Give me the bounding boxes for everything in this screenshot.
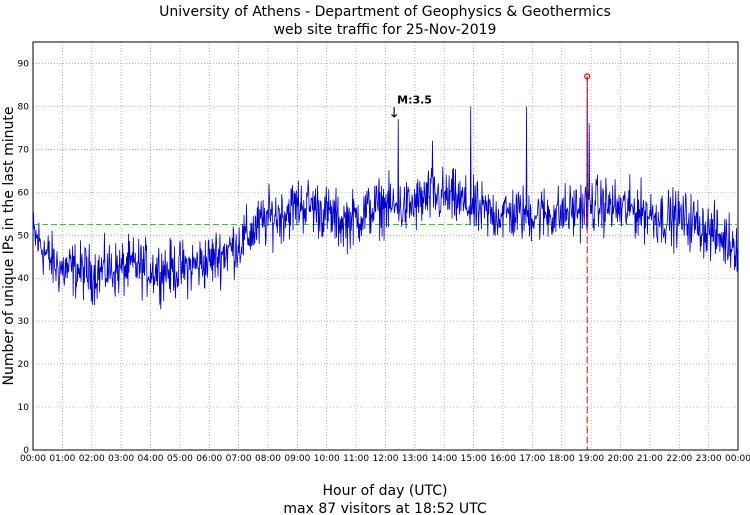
x-tick-label: 17:00 <box>519 454 545 464</box>
x-tick-label: 14:00 <box>431 454 457 464</box>
chart-title: University of Athens - Department of Geo… <box>159 4 611 20</box>
x-tick-label: 02:00 <box>79 454 105 464</box>
x-tick-label: 23:00 <box>696 454 722 464</box>
y-axis-label: Number of unique IPs in the last minute <box>1 107 17 386</box>
x-tick-label: 01:00 <box>49 454 75 464</box>
x-tick-label: 18:00 <box>549 454 575 464</box>
x-tick-label: 08:00 <box>255 454 281 464</box>
y-tick-labels: 0 10 20 30 40 50 60 70 80 90 <box>18 59 30 456</box>
y-tick-label: 20 <box>18 360 30 370</box>
x-tick-label: 00:00 <box>725 454 750 464</box>
x-tick-labels: 00:00 01:00 02:00 03:00 04:00 05:00 06:00 07:00… <box>20 454 750 464</box>
x-tick-label: 19:00 <box>578 454 604 464</box>
x-tick-label: 13:00 <box>402 454 428 464</box>
plot-frame <box>32 41 739 451</box>
max-marker-dot <box>584 73 591 80</box>
x-tick-label: 07:00 <box>226 454 252 464</box>
y-tick-label: 70 <box>18 145 30 155</box>
annotation-label: M:3.5 <box>397 93 432 106</box>
x-tick-label: 06:00 <box>196 454 222 464</box>
series-line-traffic <box>32 76 739 310</box>
y-tick-label: 10 <box>18 403 30 413</box>
x-tick-label: 21:00 <box>637 454 663 464</box>
chart-footer: max 87 visitors at 18:52 UTC <box>283 501 486 515</box>
y-tick-label: 0 <box>23 446 29 456</box>
x-tick-label: 11:00 <box>343 454 369 464</box>
chart-subtitle: web site traffic for 25-Nov-2019 <box>274 22 497 38</box>
x-tick-label: 00:00 <box>20 454 46 464</box>
y-tick-label: 60 <box>18 188 30 198</box>
x-tick-label: 16:00 <box>490 454 516 464</box>
x-tick-label: 05:00 <box>167 454 193 464</box>
y-tick-label: 80 <box>18 102 30 112</box>
y-tick-label: 30 <box>18 317 30 327</box>
y-tick-label: 90 <box>18 59 30 69</box>
x-tick-label: 04:00 <box>138 454 164 464</box>
x-tick-label: 12:00 <box>373 454 399 464</box>
x-tick-label: 22:00 <box>666 454 692 464</box>
x-axis-label: Hour of day (UTC) <box>323 483 448 499</box>
y-tick-label: 40 <box>18 274 30 284</box>
x-tick-label: 20:00 <box>608 454 634 464</box>
x-tick-label: 15:00 <box>461 454 487 464</box>
x-tick-label: 03:00 <box>108 454 134 464</box>
y-tick-label: 50 <box>18 231 30 241</box>
annotation-arrow-icon: ↓ <box>388 105 400 121</box>
x-tick-label: 09:00 <box>284 454 310 464</box>
x-tick-label: 10:00 <box>314 454 340 464</box>
